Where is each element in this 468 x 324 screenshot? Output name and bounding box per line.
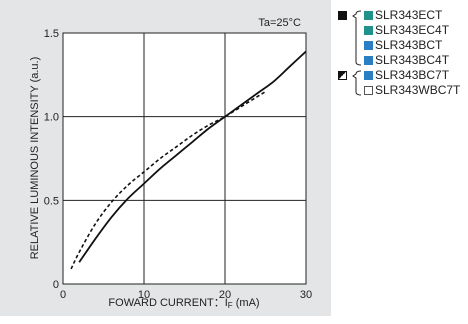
series-line-solid (78, 50, 307, 263)
x-axis-title: FOWARD CURRENT：IF (mA) (108, 297, 259, 310)
legend-swatch (364, 11, 373, 20)
x-axis-title-unit: (mA) (233, 297, 260, 309)
legend: SLR343ECT SLR343EC4T SLR343BCT SLR343BC4T SL… (337, 8, 465, 128)
legend-item: SLR343EC4T (364, 23, 449, 38)
x-tick-label: 20 (219, 289, 231, 301)
x-tick-label: 10 (138, 289, 150, 301)
legend-marker-solid (338, 11, 347, 20)
chart-panel: 0 10 20 30 0 0.5 1.0 1.5 Ta=25°C FOWARD CURREN… (0, 0, 331, 316)
y-axis-title: RELATIVE LUMINOUS INTENSITY (a.u.) (29, 57, 41, 260)
grid-layer (62, 32, 307, 285)
legend-label: SLR343WBC7T (375, 83, 461, 97)
legend-swatch (364, 41, 373, 50)
series-layer (70, 50, 307, 270)
legend-item: SLR343BCT (364, 38, 442, 53)
legend-label: SLR343BCT (375, 38, 443, 52)
x-axis-title-main: FOWARD CURRENT：I (108, 297, 227, 309)
legend-swatch (364, 86, 373, 95)
legend-item: SLR343ECT (364, 8, 442, 23)
legend-swatch (364, 71, 373, 80)
y-tick-label: 1.0 (44, 112, 59, 124)
legend-brackets (352, 10, 362, 96)
legend-item: SLR343BC7T (364, 68, 449, 83)
y-tick-labels: 0 0.5 1.0 1.5 (44, 28, 59, 291)
chart-svg: 0 10 20 30 0 0.5 1.0 1.5 Ta=25°C FOWARD CURREN… (29, 17, 312, 310)
legend-label: SLR343BC4T (375, 53, 450, 67)
legend-swatch (364, 56, 373, 65)
x-tick-label: 30 (300, 289, 312, 301)
y-tick-label: 1.5 (44, 28, 59, 40)
x-tick-labels: 0 10 20 30 (60, 289, 312, 301)
y-tick-label: 0 (53, 279, 59, 291)
legend-bracket (352, 70, 362, 96)
legend-item: SLR343BC4T (364, 53, 449, 68)
legend-label: SLR343BC7T (375, 68, 450, 82)
legend-label: SLR343ECT (375, 8, 443, 22)
condition-annotation: Ta=25°C (258, 17, 301, 29)
legend-marker-half (338, 71, 347, 80)
y-tick-label: 0.5 (44, 195, 59, 207)
x-tick-label: 0 (60, 289, 66, 301)
plot-frame (62, 32, 307, 285)
plot-area (63, 33, 306, 284)
x-axis-title-subscript: F (228, 301, 233, 310)
legend-label: SLR343EC4T (375, 23, 450, 37)
legend-bracket (352, 10, 362, 66)
legend-item: SLR343WBC7T (364, 83, 460, 98)
legend-swatch (364, 26, 373, 35)
